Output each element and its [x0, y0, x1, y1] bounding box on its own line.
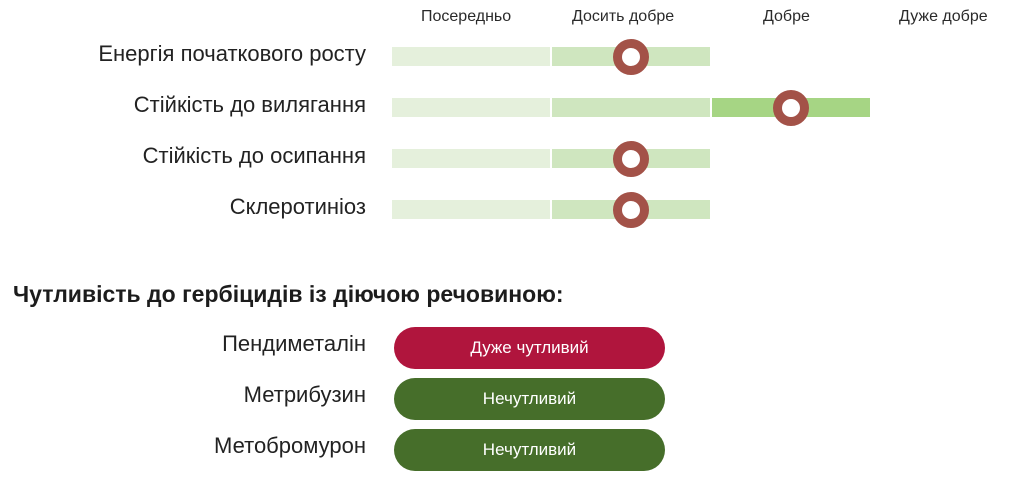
herbicide-label: Метрибузин — [243, 382, 366, 407]
rating-segment — [392, 98, 550, 117]
scale-label-good: Добре — [763, 8, 810, 25]
herbicide-label: Пендиметалін — [222, 331, 366, 356]
rating-segment — [392, 149, 550, 168]
rating-segment — [392, 200, 550, 219]
trait-label: Енергія початкового росту — [98, 41, 366, 66]
sensitivity-badge: Нечутливий — [394, 429, 665, 471]
scale-label-very-good: Дуже добре — [899, 8, 988, 25]
herbicide-label: Метобромурон — [214, 433, 366, 458]
sensitivity-badge: Дуже чутливий — [394, 327, 665, 369]
sensitivity-badge: Нечутливий — [394, 378, 665, 420]
rating-segment — [392, 47, 550, 66]
rating-marker — [613, 191, 649, 228]
rating-marker — [613, 140, 649, 177]
rating-segment — [552, 98, 710, 117]
scale-label-fairly-good: Досить добре — [572, 8, 675, 25]
trait-label: Стійкість до осипання — [142, 143, 366, 168]
scale-label-average: Посередньо — [421, 8, 512, 25]
trait-label: Стійкість до вилягання — [133, 92, 366, 117]
trait-label: Склеротиніоз — [229, 194, 366, 219]
herbicide-section-title: Чутливість до гербіцидів із діючою речов… — [13, 281, 564, 307]
rating-marker — [773, 89, 809, 126]
rating-marker — [613, 38, 649, 75]
